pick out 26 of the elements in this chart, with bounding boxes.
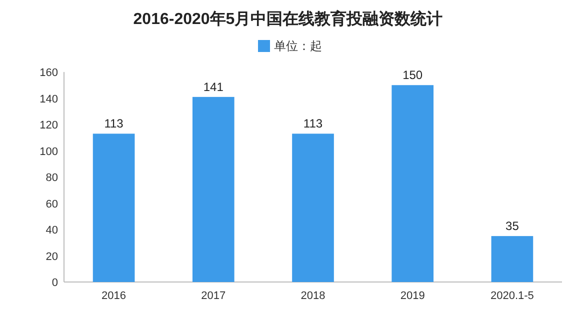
y-tick-label: 160 xyxy=(40,67,58,79)
x-tick-label: 2017 xyxy=(201,290,226,302)
chart-title: 2016-2020年5月中国在线教育投融资数统计 xyxy=(133,9,443,28)
x-tick-label: 2018 xyxy=(300,290,326,302)
data-label: 113 xyxy=(104,116,124,131)
y-tick-label: 0 xyxy=(52,277,58,289)
bar xyxy=(292,134,334,282)
y-tick-label: 40 xyxy=(46,224,58,236)
x-tick-label: 2019 xyxy=(400,290,425,302)
x-tick-label: 2020.1-5 xyxy=(490,290,534,302)
data-label: 141 xyxy=(203,80,224,94)
y-tick-label: 80 xyxy=(46,172,58,184)
y-tick-label: 100 xyxy=(40,146,58,158)
y-tick-label: 60 xyxy=(46,198,58,210)
bar xyxy=(491,236,534,282)
data-label: 113 xyxy=(303,116,323,131)
x-tick-label: 2016 xyxy=(102,290,126,302)
y-tick-label: 20 xyxy=(46,250,58,263)
y-tick-label: 140 xyxy=(40,93,58,106)
data-label: 35 xyxy=(506,219,520,234)
legend-label: 单位：起 xyxy=(274,39,322,53)
data-label: 150 xyxy=(402,68,423,82)
bar xyxy=(92,134,135,282)
bar xyxy=(392,85,434,282)
bar xyxy=(192,96,234,282)
y-tick-label: 120 xyxy=(40,120,58,132)
